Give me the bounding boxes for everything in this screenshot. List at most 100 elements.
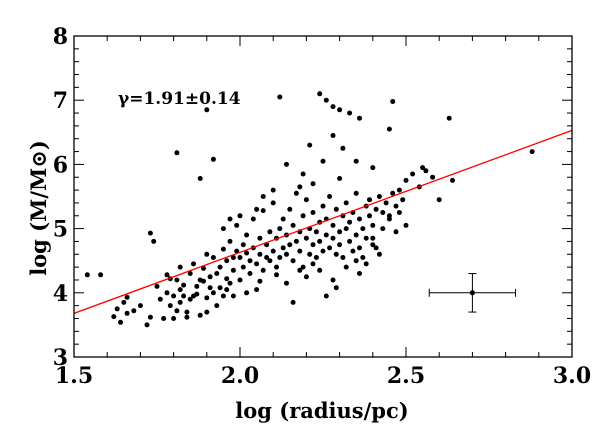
data-point (323, 232, 329, 238)
data-point (446, 115, 452, 121)
data-point (210, 255, 216, 260)
data-point (383, 200, 389, 206)
data-point (370, 165, 376, 171)
data-point (240, 264, 246, 270)
data-point (297, 267, 303, 273)
data-point (234, 248, 240, 254)
data-point (98, 272, 104, 278)
data-point (174, 277, 180, 283)
data-point (154, 283, 160, 289)
data-point (386, 213, 392, 219)
data-point (353, 190, 359, 196)
data-point (317, 267, 323, 273)
data-point (230, 293, 236, 299)
data-point (343, 264, 349, 270)
data-point (181, 282, 187, 288)
data-point (237, 213, 243, 219)
data-point (280, 216, 286, 222)
x-tick-label: 2.0 (221, 363, 259, 389)
data-point (333, 206, 339, 212)
y-tick-label: 7 (53, 88, 68, 114)
data-point (124, 310, 130, 316)
data-point (310, 261, 316, 267)
data-point (277, 94, 283, 100)
y-tick-label: 4 (53, 281, 68, 307)
data-point (300, 171, 306, 177)
data-point (287, 242, 293, 248)
data-point (274, 264, 279, 270)
data-point (227, 280, 233, 286)
data-point (174, 150, 180, 156)
data-point (131, 308, 137, 314)
data-point (297, 184, 303, 190)
data-point (267, 229, 273, 235)
data-point (174, 308, 180, 314)
y-tick-label: 3 (53, 345, 68, 371)
data-point (290, 258, 296, 264)
data-point (284, 251, 289, 257)
data-point (177, 264, 183, 270)
data-point (284, 161, 289, 167)
data-point (330, 235, 336, 241)
data-point (357, 245, 362, 251)
x-tick-label: 1.5 (55, 363, 93, 389)
data-point (280, 245, 286, 251)
data-point (347, 219, 353, 225)
data-point (257, 235, 263, 241)
data-point (244, 232, 250, 238)
data-point (277, 255, 283, 260)
data-point (403, 177, 409, 183)
data-point (224, 258, 230, 264)
data-point (317, 238, 323, 244)
data-point (151, 238, 157, 244)
x-axis-title: log (radius/pc) (235, 398, 408, 423)
data-point (370, 235, 376, 241)
data-point (207, 274, 213, 280)
data-point (84, 272, 90, 278)
data-point (327, 194, 333, 199)
data-point (234, 222, 240, 228)
data-point (317, 91, 323, 97)
data-point (287, 206, 293, 212)
data-point (343, 226, 349, 232)
data-point (353, 232, 359, 238)
data-point (373, 206, 379, 212)
data-point (137, 303, 143, 309)
data-point (114, 306, 120, 312)
data-point (303, 235, 309, 241)
data-point (167, 303, 173, 309)
data-point (293, 238, 299, 244)
data-point (171, 293, 177, 299)
data-point (333, 251, 339, 257)
data-point (370, 242, 376, 248)
data-point (257, 251, 263, 257)
data-point (227, 216, 233, 222)
data-point (350, 248, 356, 254)
data-point (147, 314, 153, 320)
data-point (204, 251, 210, 257)
data-point (201, 265, 206, 271)
data-point (260, 267, 266, 273)
data-point (323, 97, 329, 103)
data-point (204, 295, 210, 301)
data-point (220, 293, 226, 299)
data-point (191, 261, 196, 267)
data-point (370, 222, 376, 228)
data-point (340, 145, 346, 151)
data-point (303, 197, 309, 203)
data-point (274, 272, 279, 278)
data-point (367, 213, 372, 219)
data-point (157, 296, 163, 302)
x-tick-label: 3.0 (553, 363, 591, 389)
data-point (330, 222, 336, 228)
data-point (194, 291, 200, 297)
data-point (197, 176, 203, 181)
data-point (300, 264, 306, 270)
data-point (376, 194, 382, 199)
data-point (343, 200, 349, 206)
data-point (171, 316, 177, 321)
data-point (310, 242, 316, 248)
data-point (320, 248, 326, 254)
data-point (184, 314, 190, 320)
